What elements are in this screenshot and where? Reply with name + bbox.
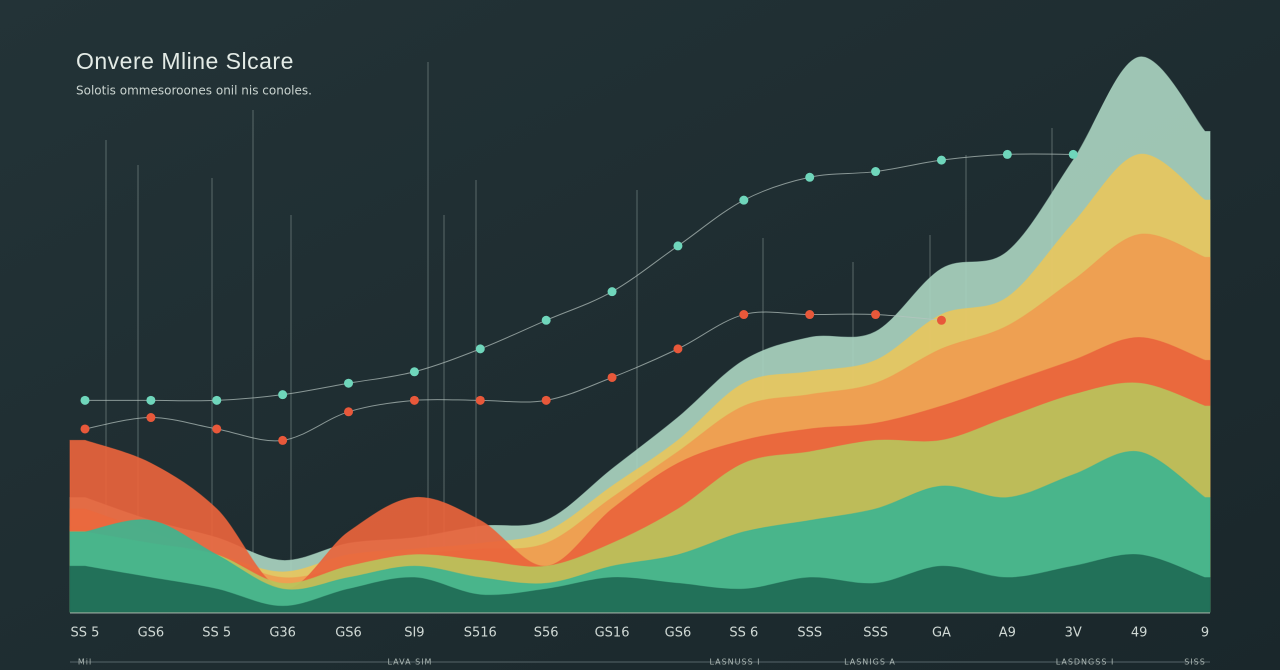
x-tick-label: GS6	[335, 626, 362, 641]
marker	[344, 378, 354, 388]
marker	[607, 372, 617, 382]
footer-label: LASNIGS A	[844, 658, 896, 667]
x-tick-label: GA	[932, 626, 951, 641]
marker	[475, 344, 485, 354]
marker	[607, 287, 617, 297]
marker	[739, 195, 749, 205]
chart-subtitle: Solotis ommesoroones onil nis conoles.	[76, 84, 312, 98]
plot-area	[69, 56, 1211, 613]
x-tick-label: SSS	[797, 626, 822, 641]
x-tick-label: SS 6	[729, 626, 758, 641]
marker	[409, 367, 419, 377]
x-tick-label: 3V	[1065, 626, 1082, 641]
footer-label: LASDNGSS I	[1056, 658, 1115, 667]
marker	[871, 167, 881, 177]
x-tick-label: 9	[1201, 626, 1209, 641]
marker	[212, 424, 222, 434]
marker	[1068, 149, 1078, 159]
marker	[475, 395, 485, 405]
footer-label: SISS	[1184, 658, 1206, 667]
x-tick-label: GS6	[665, 626, 692, 641]
x-tick-label: S56	[534, 626, 559, 641]
marker	[541, 395, 551, 405]
marker	[739, 310, 749, 320]
x-tick-label: A9	[999, 626, 1016, 641]
x-tick-label: 49	[1131, 626, 1148, 641]
marker	[673, 241, 683, 251]
footer-label: LAVA SIM	[388, 658, 433, 667]
marker	[80, 395, 90, 405]
x-tick-label: G36	[269, 626, 296, 641]
marker	[541, 315, 551, 325]
marker	[80, 424, 90, 434]
footer-label: LASNUSS I	[709, 658, 760, 667]
marker	[146, 395, 156, 405]
chart-title: Onvere Mline Slcare	[76, 48, 294, 74]
x-tick-label: SS 5	[202, 626, 231, 641]
x-tick-label: SSS	[863, 626, 888, 641]
x-tick-label: GS6	[138, 626, 165, 641]
x-tick-label: S516	[464, 626, 497, 641]
marker	[1002, 149, 1012, 159]
x-tick-label: SI9	[404, 626, 424, 641]
footer-label: Mil	[78, 658, 92, 667]
marker	[278, 435, 288, 445]
marker	[805, 310, 815, 320]
trend-line	[84, 311, 942, 442]
marker	[936, 315, 946, 325]
marker	[673, 344, 683, 354]
area	[69, 554, 1211, 613]
marker	[146, 413, 156, 423]
trend-line	[85, 153, 1074, 402]
marker	[936, 155, 946, 165]
marker	[212, 395, 222, 405]
marker	[805, 172, 815, 182]
marker	[344, 407, 354, 417]
marker	[871, 310, 881, 320]
marker	[278, 390, 288, 400]
marker	[409, 395, 419, 405]
x-tick-label: GS16	[595, 626, 630, 641]
x-tick-label: SS 5	[71, 626, 100, 641]
